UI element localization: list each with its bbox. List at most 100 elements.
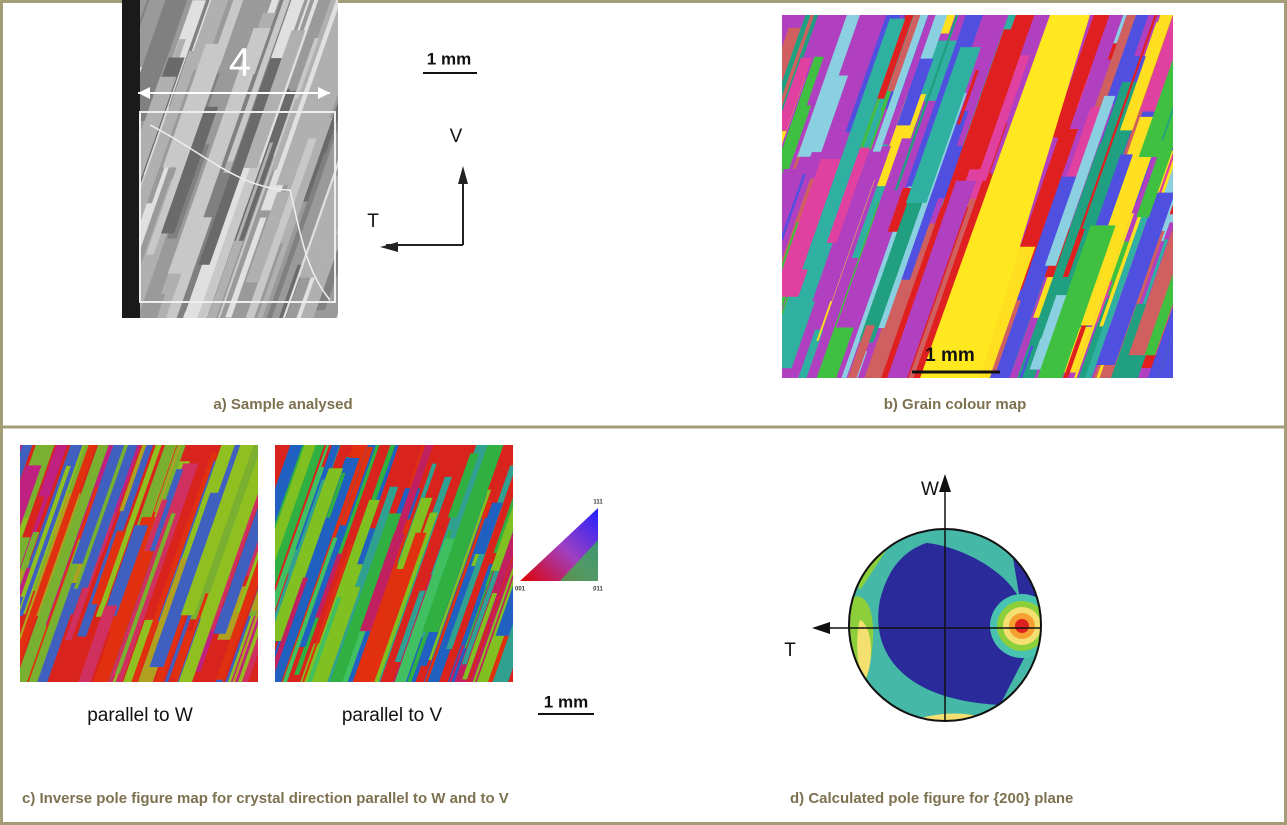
grain: [336, 11, 430, 234]
grain: [667, 69, 760, 284]
grain: [376, 141, 448, 333]
map-label: parallel to W: [87, 705, 193, 726]
grain: [358, 0, 450, 204]
grain: [25, 0, 82, 94]
grain: [687, 286, 719, 355]
grain: [677, 128, 735, 260]
grain: [58, 250, 111, 357]
grain: [711, 173, 776, 318]
scale-label: 1 mm: [427, 49, 471, 68]
triangle-label: 001: [515, 587, 526, 593]
grain: [733, 274, 786, 352]
grain: [546, 580, 619, 782]
grain: [693, 34, 719, 95]
grain: [1182, 0, 1287, 156]
grain: [1184, 146, 1287, 374]
grain: [692, 228, 726, 285]
grain: [1186, 178, 1283, 417]
grain: [747, 44, 780, 98]
grain: [1237, 91, 1287, 258]
grain: [529, 471, 627, 718]
grain: [553, 569, 641, 775]
grain: [1174, 178, 1234, 319]
grain: [1204, 0, 1287, 218]
grain: [704, 0, 770, 123]
grain: [653, 75, 754, 356]
scale-label: 1 mm: [544, 692, 588, 711]
grain: [1160, 4, 1250, 223]
grain: [691, 222, 758, 356]
grain: [1181, 0, 1242, 142]
grain: [66, 0, 110, 68]
caption: a) Sample analysed: [213, 396, 352, 413]
grain: [1179, 131, 1277, 356]
grain: [0, 118, 82, 392]
axes: [386, 172, 463, 245]
grain: [659, 0, 715, 91]
grain: [25, 132, 66, 239]
grain: [525, 433, 568, 510]
grain: [54, 0, 87, 69]
grain: [1178, 190, 1203, 231]
grain: [1177, 263, 1227, 357]
grain: [19, 194, 43, 239]
grain: [1215, 272, 1256, 344]
grain: [682, 27, 758, 198]
grain: [1216, 175, 1287, 372]
axis-v: V: [450, 126, 463, 147]
grain: [392, 70, 435, 169]
grain: [26, 0, 87, 91]
grain: [665, 189, 721, 289]
grain: [59, 59, 87, 107]
grain: [41, 138, 71, 219]
grain: [32, 162, 99, 337]
grain: [666, 17, 749, 177]
grain: [349, 1, 445, 247]
grain: [688, 193, 762, 339]
grain: [1213, 0, 1251, 53]
figure: 4 1 mm V T a) Sample analysed 1 mm b) Gr…: [0, 0, 1287, 825]
scale-label: 1 mm: [925, 345, 975, 366]
grain: [356, 0, 434, 115]
grain: [1214, 200, 1287, 412]
grain: [668, 0, 783, 144]
grain: [667, 93, 738, 278]
axis-arrowheads: [380, 166, 468, 252]
grain: [1187, 186, 1287, 475]
caption: d) Calculated pole figure for {200} plan…: [790, 790, 1073, 807]
grain: [24, 0, 60, 66]
grain: [1201, 121, 1279, 323]
width-label: 4: [229, 41, 251, 85]
grain: [684, 175, 770, 383]
grain: [1243, 132, 1287, 244]
grain: [671, 75, 741, 268]
grain: [575, 603, 638, 745]
grain: [1225, 0, 1287, 158]
grain: [1185, 278, 1265, 438]
grain: [1216, 164, 1249, 236]
sample-edge: [122, 0, 140, 318]
grain: [1170, 0, 1276, 214]
grain: [1167, 249, 1224, 372]
triangle-label: 111: [593, 500, 603, 506]
map-label: parallel to V: [342, 705, 443, 726]
grain: [1187, 175, 1284, 386]
grain: [662, 292, 710, 407]
grain: [1188, 0, 1266, 191]
axis-t: T: [367, 211, 379, 232]
page: 4 1 mm V T a) Sample analysed 1 mm b) Gr…: [0, 0, 1287, 825]
caption: c) Inverse pole figure map for crystal d…: [22, 790, 509, 807]
grain: [1185, 5, 1257, 202]
grain: [704, 0, 786, 204]
grain: [1172, 0, 1255, 151]
grain: [1180, 209, 1272, 441]
grain: [663, 193, 753, 389]
grain: [638, 92, 745, 378]
grain: [674, 0, 789, 224]
grain: [3, 60, 74, 232]
grain: [383, 14, 461, 188]
grain: [673, 329, 724, 422]
grain: [1199, 155, 1287, 388]
triangle-label: 011: [593, 587, 603, 593]
grain: [1233, 334, 1256, 389]
